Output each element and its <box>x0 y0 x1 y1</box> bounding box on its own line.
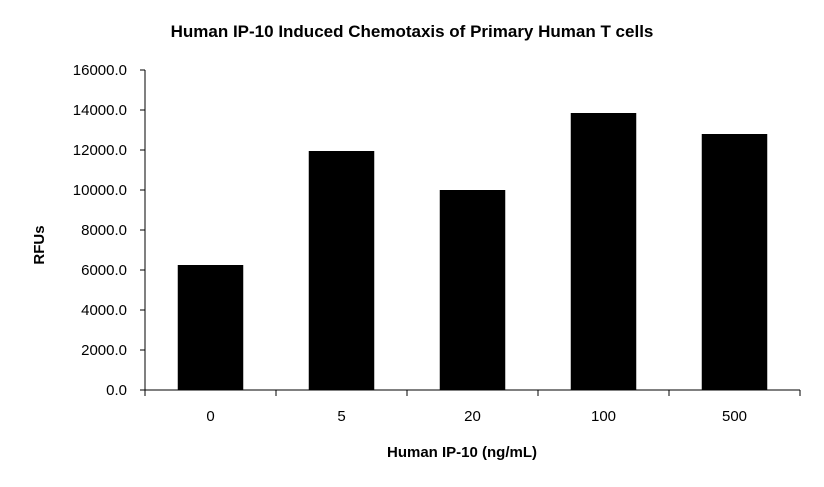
bar <box>570 113 637 390</box>
y-axis-label: RFUs <box>31 225 48 264</box>
y-tick-label: 16000.0 <box>73 62 127 79</box>
y-tick-label: 0.0 <box>106 382 127 399</box>
x-axis-label: Human IP-10 (ng/mL) <box>387 444 537 461</box>
y-tick-label: 4000.0 <box>81 302 127 319</box>
y-tick-label: 14000.0 <box>73 102 127 119</box>
bar <box>701 134 768 390</box>
x-tick-label: 20 <box>464 408 481 425</box>
x-tick-label: 0 <box>206 408 214 425</box>
x-tick-label: 5 <box>337 408 345 425</box>
bar <box>308 151 375 390</box>
y-axis: 0.0 2000.0 4000.0 6000.0 8000.0 10000.0 12000.… <box>73 62 146 399</box>
bars-group <box>177 113 768 390</box>
x-tick-label: 500 <box>722 408 747 425</box>
chart-title: Human IP-10 Induced Chemotaxis of Primar… <box>171 22 654 41</box>
y-tick-label: 8000.0 <box>81 222 127 239</box>
bar <box>177 265 244 390</box>
y-tick-label: 6000.0 <box>81 262 127 279</box>
y-tick-label: 2000.0 <box>81 342 127 359</box>
x-tick-label: 100 <box>591 408 616 425</box>
x-axis: 0 5 20 100 500 <box>144 389 801 425</box>
bar <box>439 190 506 390</box>
y-tick-label: 12000.0 <box>73 142 127 159</box>
y-tick-label: 10000.0 <box>73 182 127 199</box>
